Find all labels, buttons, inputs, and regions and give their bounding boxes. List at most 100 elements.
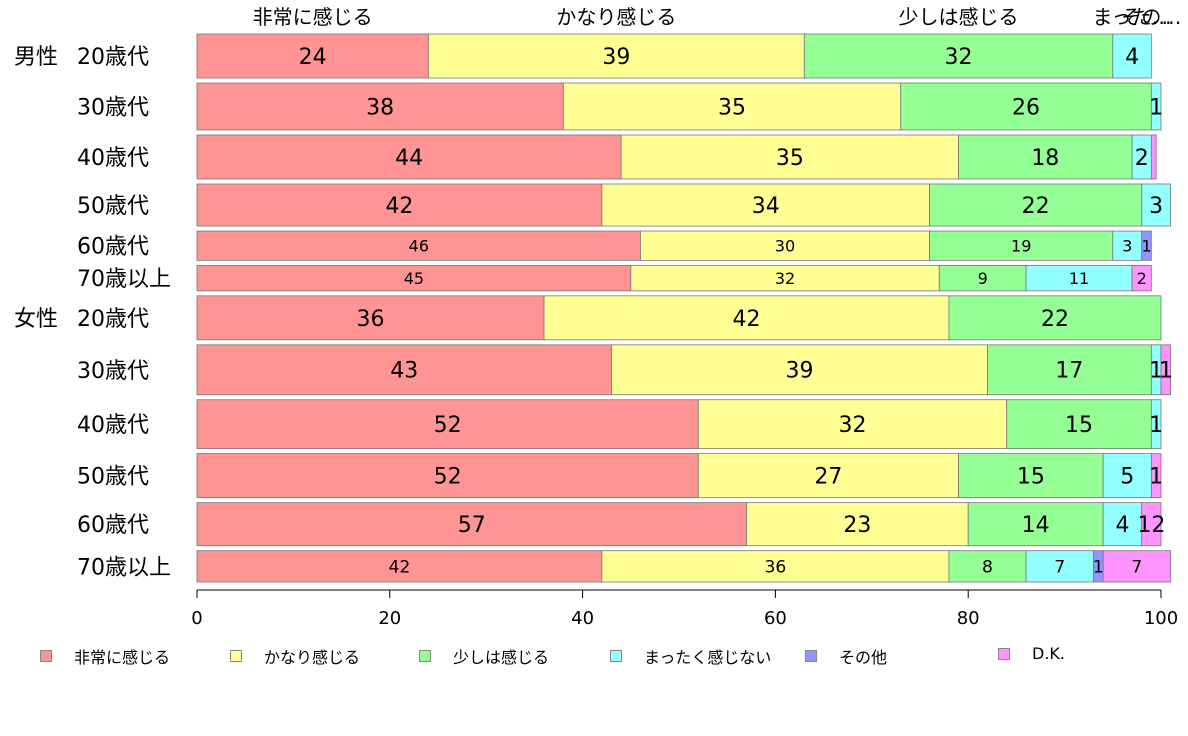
row-label: 30歳代	[77, 95, 149, 120]
bar-segment	[938, 264, 1027, 292]
data-label: 42	[388, 558, 410, 578]
bar-segment	[987, 344, 1152, 396]
data-label: 1	[1149, 413, 1163, 438]
row-label: 50歳代	[77, 194, 149, 219]
data-label: 23	[843, 513, 871, 538]
bar-segment	[1102, 502, 1143, 547]
legend-swatch	[230, 650, 242, 662]
data-label: 1	[1159, 359, 1173, 384]
data-label: 32	[839, 413, 867, 438]
chart-legend: 非常に感じる かなり感じる 少しは感じる まったく感じない その他 D.K.	[40, 644, 1180, 668]
data-label: 12	[1137, 513, 1165, 538]
bar-segment	[196, 264, 632, 292]
data-label: 14	[1022, 513, 1050, 538]
data-label: 1	[1149, 465, 1163, 490]
bar-segment	[1102, 550, 1172, 583]
legend-item: 非常に感じる	[40, 644, 170, 668]
data-label: 27	[814, 465, 842, 490]
bar-segment	[620, 134, 959, 180]
data-label: 32	[945, 45, 973, 70]
row-label: 20歳代	[77, 307, 149, 332]
bar-segment	[958, 134, 1133, 180]
bar-segment	[803, 33, 1114, 79]
bar-segment	[640, 230, 931, 261]
legend-label: その他	[839, 648, 888, 667]
legend-label: 少しは感じる	[453, 648, 550, 667]
data-label: 7	[1054, 558, 1065, 578]
bar-segment	[196, 82, 564, 131]
bar-segment	[196, 344, 612, 396]
bar-segment	[1112, 33, 1152, 79]
group-label: 男性	[14, 45, 58, 70]
bar-segment	[1150, 134, 1157, 180]
data-label: 35	[718, 95, 746, 120]
bar-segment	[543, 295, 950, 341]
data-label: 36	[764, 558, 786, 578]
bar-segment	[196, 33, 429, 79]
data-label: 1	[1149, 359, 1163, 384]
bar-segment	[967, 502, 1104, 547]
data-label: 11	[1069, 269, 1089, 288]
bar-segment	[196, 453, 699, 499]
bar-segment	[1102, 453, 1152, 499]
bar-segment	[1112, 230, 1143, 261]
x-tick-label: 100	[1144, 608, 1178, 629]
bar-segment	[611, 344, 988, 396]
data-label: 3	[1149, 194, 1163, 219]
bar-segment	[958, 453, 1104, 499]
bar-segment	[929, 183, 1143, 227]
bar-segment	[1025, 264, 1133, 292]
bar-segment	[697, 399, 1008, 450]
data-label: 1	[1141, 237, 1151, 256]
legend-label: まったく感じない	[644, 648, 772, 667]
data-label: 24	[299, 45, 327, 70]
data-label: 1	[1149, 95, 1163, 120]
data-label: 17	[1055, 359, 1083, 384]
bar-segment	[196, 134, 622, 180]
data-label: 42	[385, 194, 413, 219]
data-label: 36	[357, 307, 385, 332]
bar-segment	[1150, 453, 1162, 499]
bar-segment	[601, 183, 931, 227]
data-label: 4	[1125, 45, 1139, 70]
legend-label: かなり感じる	[264, 648, 361, 667]
bar-segment	[196, 550, 603, 583]
data-label: 45	[404, 269, 424, 288]
data-label: 15	[1065, 413, 1093, 438]
bar-segment	[1025, 550, 1094, 583]
legend-label: D.K.	[1032, 644, 1065, 663]
bar-segment	[196, 295, 545, 341]
row-label: 70歳以上	[77, 267, 171, 292]
bar-segment	[601, 550, 950, 583]
row-label: 40歳代	[77, 146, 149, 171]
data-label: 39	[602, 45, 630, 70]
bar-segment	[196, 502, 747, 547]
top-series-label: 非常に感じる	[253, 5, 373, 29]
data-label: 26	[1012, 95, 1040, 120]
bar-segment	[1150, 399, 1162, 450]
bar-segment	[1141, 230, 1152, 261]
data-label: 57	[458, 513, 486, 538]
legend-item: その他	[805, 644, 887, 668]
legend-swatch	[805, 650, 817, 662]
x-tick-label: 80	[957, 608, 980, 629]
bar-segment	[1006, 399, 1152, 450]
x-tick-label: 60	[764, 608, 787, 629]
data-label: 52	[434, 413, 462, 438]
row-label: 60歳代	[77, 235, 149, 260]
legend-swatch	[610, 650, 622, 662]
bar-segment	[196, 183, 603, 227]
row-label: 30歳代	[77, 359, 149, 384]
data-label: 38	[366, 95, 394, 120]
bar-segment	[1141, 502, 1162, 547]
x-tick-label: 20	[378, 608, 401, 629]
data-label: 3	[1122, 237, 1132, 256]
bar-segment	[630, 264, 940, 292]
bar-segment	[196, 230, 641, 261]
data-label: 30	[775, 237, 796, 256]
legend-item: かなり感じる	[230, 644, 360, 668]
legend-item: D.K.	[998, 644, 1065, 663]
bar-segment	[1150, 82, 1162, 131]
top-series-label: 少しは感じる	[899, 5, 1019, 29]
data-label: 19	[1011, 237, 1032, 256]
